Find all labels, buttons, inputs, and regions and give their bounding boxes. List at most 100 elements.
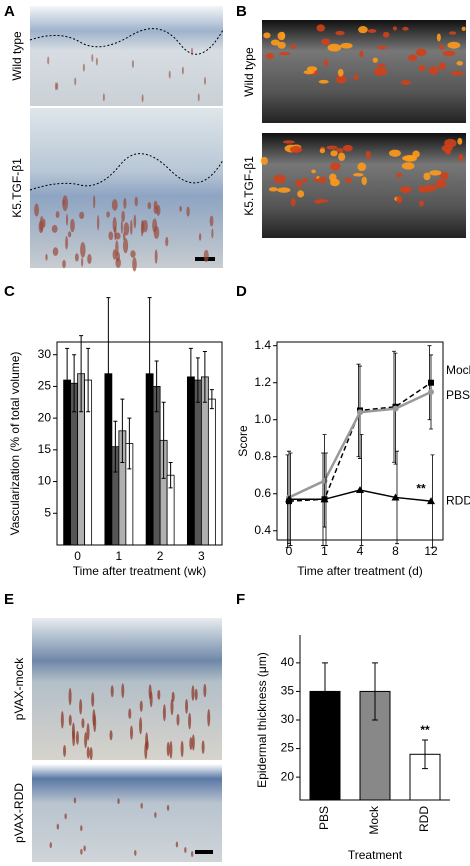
- marker: [321, 477, 328, 484]
- vessel-stain: [191, 734, 195, 751]
- vessel-stain: [64, 813, 67, 820]
- marker: [392, 405, 399, 412]
- vessel-stain: [186, 206, 190, 217]
- doppler-signal: [312, 178, 319, 182]
- doppler-signal: [438, 62, 446, 70]
- doppler-signal: [318, 79, 329, 84]
- doppler-signal: [317, 177, 327, 183]
- panel-letter: A: [4, 3, 15, 20]
- vessel-stain: [68, 687, 72, 706]
- doppler-signal: [280, 31, 285, 40]
- vessel-stain: [154, 249, 158, 264]
- vessel-stain: [84, 732, 88, 749]
- doppler-signal: [290, 44, 296, 50]
- plot-frame: [276, 341, 444, 541]
- y-tick-label: 20: [38, 410, 52, 424]
- dotted-line: [29, 28, 224, 55]
- error-bar: [202, 351, 207, 403]
- y-tick-label: 30: [38, 347, 52, 361]
- vessel-stain: [83, 845, 86, 852]
- doppler-signal: [357, 162, 367, 172]
- vessel-stain: [185, 699, 189, 714]
- doppler-signal: [361, 176, 367, 186]
- x-axis-label: Treatment: [348, 848, 403, 862]
- vessel-stain: [147, 202, 152, 210]
- doppler-signal: [311, 169, 316, 174]
- vessel-stain: [170, 698, 174, 716]
- image-label: Wild type: [10, 31, 24, 81]
- error-bar: [188, 347, 193, 406]
- vessel-stain: [209, 215, 214, 227]
- doppler-signal: [337, 68, 344, 77]
- vessel-stain: [56, 82, 59, 91]
- panel-letter: B: [236, 3, 247, 20]
- doppler-signal: [418, 200, 425, 207]
- marker: [356, 486, 364, 494]
- vessel-stain: [81, 257, 84, 267]
- doppler-signal: [428, 66, 439, 75]
- doppler-signal: [436, 33, 441, 42]
- doppler-signal: [352, 172, 364, 177]
- vessel-stain: [211, 228, 214, 239]
- doppler-signal: [323, 59, 329, 67]
- error-bar: [422, 739, 428, 770]
- doppler-signal: [340, 42, 353, 49]
- vessel-stain: [140, 802, 143, 809]
- vessel-stain: [51, 224, 58, 233]
- doppler-signal: [376, 63, 386, 68]
- doppler-signal: [338, 152, 346, 161]
- vessel-stain: [165, 236, 169, 247]
- bar: [207, 398, 216, 546]
- vessel-stain: [62, 259, 66, 269]
- doppler-signal: [448, 31, 457, 35]
- doppler-signal: [319, 148, 326, 154]
- vessel-stain: [166, 741, 170, 757]
- doppler-signal: [329, 173, 337, 182]
- series-label: Mock: [446, 363, 470, 377]
- doppler-signal: [353, 74, 359, 81]
- x-tick-label: 8: [392, 544, 399, 558]
- doppler-signal: [400, 186, 412, 194]
- marker: [320, 495, 329, 503]
- doppler-signal: [418, 64, 426, 72]
- vessel-stain: [87, 254, 92, 264]
- x-tick-label: 0: [286, 544, 293, 558]
- doppler-signal: [439, 172, 449, 180]
- vessel-stain: [74, 77, 77, 86]
- vessel-stain: [52, 247, 59, 256]
- error-bar: [79, 335, 84, 413]
- micrograph: [32, 618, 222, 760]
- vessel-stain: [203, 683, 207, 698]
- vessel-stain: [82, 63, 85, 72]
- y-tick-label: 1.2: [254, 375, 271, 389]
- vessel-stain: [129, 725, 133, 740]
- doppler-signal: [290, 198, 296, 207]
- vessel-stain: [106, 211, 110, 218]
- doppler-signal: [396, 173, 403, 178]
- vessel-stain: [197, 93, 200, 102]
- y-axis-label: Epidermal thickness (μm): [255, 652, 269, 788]
- panel-letter: D: [236, 283, 247, 300]
- doppler-signal: [458, 153, 464, 162]
- vessel-stain: [198, 233, 202, 241]
- x-axis-label: Time after treatment (d): [297, 564, 423, 578]
- error-bar: [106, 297, 111, 451]
- panel-letter: F: [236, 591, 245, 608]
- doppler-signal: [335, 75, 347, 84]
- vessel-stain: [180, 740, 184, 758]
- y-tick-label: 0.6: [254, 486, 271, 500]
- vessel-stain: [149, 691, 153, 708]
- doppler-signal: [389, 149, 401, 157]
- vessel-stain: [175, 841, 179, 848]
- doppler-signal: [373, 67, 388, 76]
- y-axis-label: Score: [236, 425, 250, 457]
- y-tick-label: 1.4: [254, 338, 271, 352]
- error-bar: [113, 420, 118, 473]
- vessel-stain: [96, 215, 100, 231]
- vessel-stain: [45, 253, 48, 261]
- vessel-stain: [130, 250, 136, 258]
- vessel-stain: [47, 56, 50, 65]
- doppler-signal: [372, 57, 378, 63]
- vessel-stain: [109, 730, 113, 741]
- vessel-stain: [80, 848, 83, 855]
